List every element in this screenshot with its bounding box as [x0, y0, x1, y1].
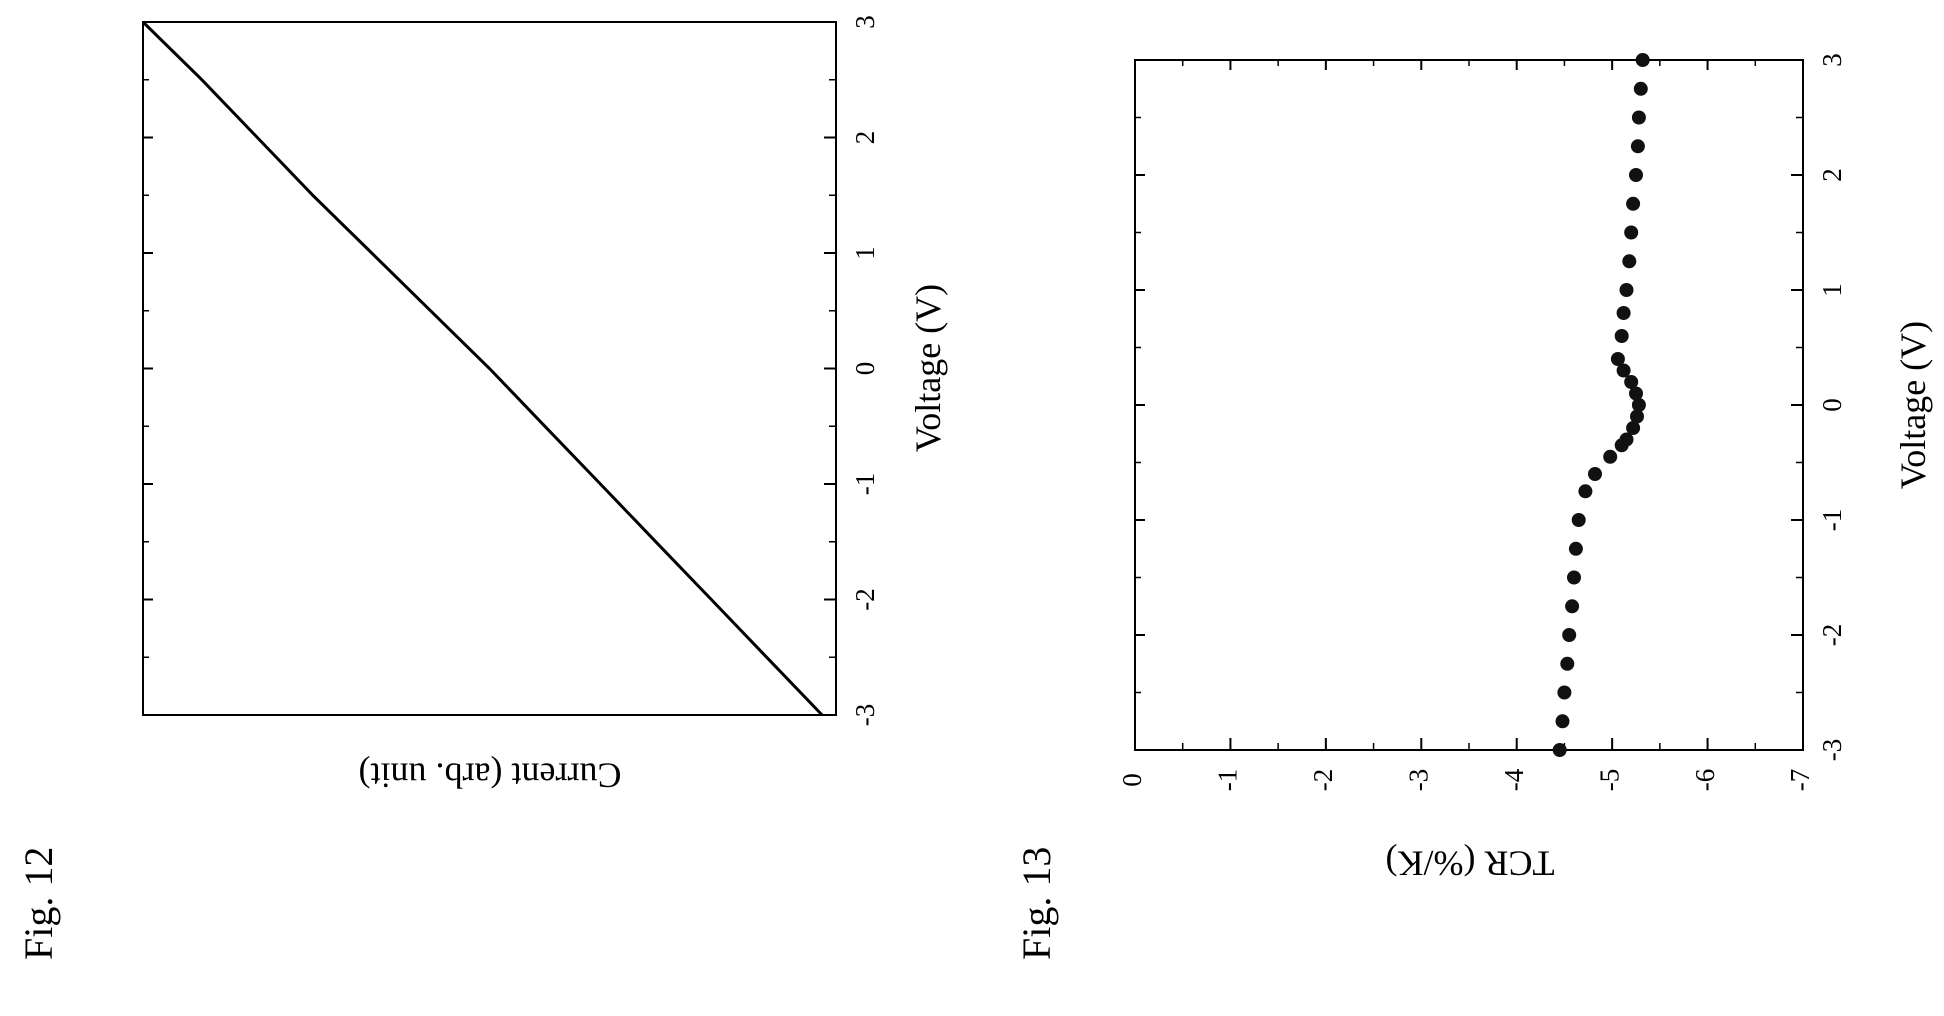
fig-13-tcr-point [1552, 743, 1567, 757]
fig-13-tcr-point [1603, 449, 1618, 464]
fig-13-tcr-point [1635, 53, 1650, 67]
fig-12-x-axis-label: Voltage (V) [908, 284, 948, 452]
fig-13-tcr-point [1555, 714, 1570, 729]
fig-13-x-tick-label: -3 [1817, 739, 1847, 762]
chart-fig-13: -3 -2 -1 0 1 2 3 -7 -6 -5 -4 -3 -2 -1 0 Voltage (V) TC… [1117, 53, 1933, 884]
fig-13-x-tick-label: -1 [1817, 509, 1847, 532]
fig-13-tcr-point [1568, 541, 1583, 556]
fig-13-x-tick-label: 1 [1817, 283, 1847, 297]
fig-13-tcr-point [1571, 513, 1586, 527]
fig-13-tcr-point [1630, 409, 1644, 424]
fig-12-x-tick-label: -2 [850, 588, 880, 611]
fig-13-y-tick-label: -2 [1308, 769, 1338, 792]
fig-13-tcr-point [1619, 283, 1634, 297]
fig-13-tcr-point [1633, 81, 1648, 96]
fig-12-label: Fig. 12 [16, 847, 61, 960]
fig-12-x-tick-label: 1 [850, 246, 880, 260]
fig-13-tcr-point [1610, 352, 1625, 366]
fig-13-tcr-point [1616, 306, 1631, 320]
fig-13-y-tick-label: -3 [1403, 769, 1433, 792]
fig-13-tcr-point [1578, 484, 1593, 499]
fig-13-x-tick-label: -2 [1817, 624, 1847, 647]
fig-13-x-tick-label: 2 [1817, 168, 1847, 182]
fig-12-x-tick-label: 0 [850, 362, 880, 376]
fig-13-tcr-point [1630, 139, 1645, 154]
fig-13-tcr-point [1588, 467, 1602, 481]
fig-13-y-tick-label: -7 [1785, 769, 1815, 792]
fig-12-x-tick-label: 3 [850, 15, 880, 29]
fig-13-x-axis-label: Voltage (V) [1893, 321, 1933, 489]
fig-13-y-tick-label: -6 [1690, 769, 1720, 792]
fig-13-x-tick-label: 0 [1817, 398, 1847, 412]
fig-13-tcr-point [1616, 363, 1631, 378]
fig-13-tcr-point [1619, 432, 1634, 447]
fig-13-tcr-point [1567, 570, 1581, 585]
fig-13-y-tick-label: -1 [1213, 769, 1243, 792]
fig-13-tcr-point [1614, 329, 1629, 343]
fig-13-y-tick-label: 0 [1117, 773, 1147, 787]
fig-13-tcr-point [1629, 386, 1643, 401]
fig-13-tcr-point [1624, 375, 1639, 389]
fig-13-tcr-point [1622, 254, 1637, 269]
fig-13-y-axis-label: TCR (%/K) [1386, 844, 1555, 884]
fig-13-tcr-point [1562, 628, 1577, 642]
fig-12-current-curve [141, 20, 824, 717]
fig-13-plot-frame [1134, 59, 1804, 751]
fig-13-tcr-point [1631, 398, 1646, 412]
fig-13-tcr-point [1624, 225, 1639, 240]
fig-12-y-axis-label: Current (arb. unit) [359, 756, 622, 796]
fig-12-x-tick-label: 2 [850, 131, 880, 145]
fig-13-label: Fig. 13 [1014, 847, 1059, 960]
fig-13-tcr-point [1560, 656, 1575, 671]
fig-13-tcr-point [1626, 421, 1641, 435]
fig-13-x-tick-label: 3 [1817, 53, 1847, 67]
fig-13-y-tick-label: -4 [1499, 768, 1529, 791]
fig-13-tcr-point [1631, 110, 1646, 125]
fig-13-tcr-point [1629, 168, 1643, 182]
fig-13-tcr-point [1626, 196, 1641, 211]
fig-13-y-tick-label: -5 [1594, 769, 1624, 792]
fig-13-tcr-point [1565, 599, 1580, 614]
chart-fig-12: -3 -2 -1 0 1 2 3 Voltage (V) Current (arb. uni… [141, 15, 948, 796]
fig-12-x-tick-label: -1 [850, 473, 880, 496]
fig-12-x-tick-label: -3 [850, 704, 880, 727]
fig-13-tcr-point [1557, 685, 1572, 700]
